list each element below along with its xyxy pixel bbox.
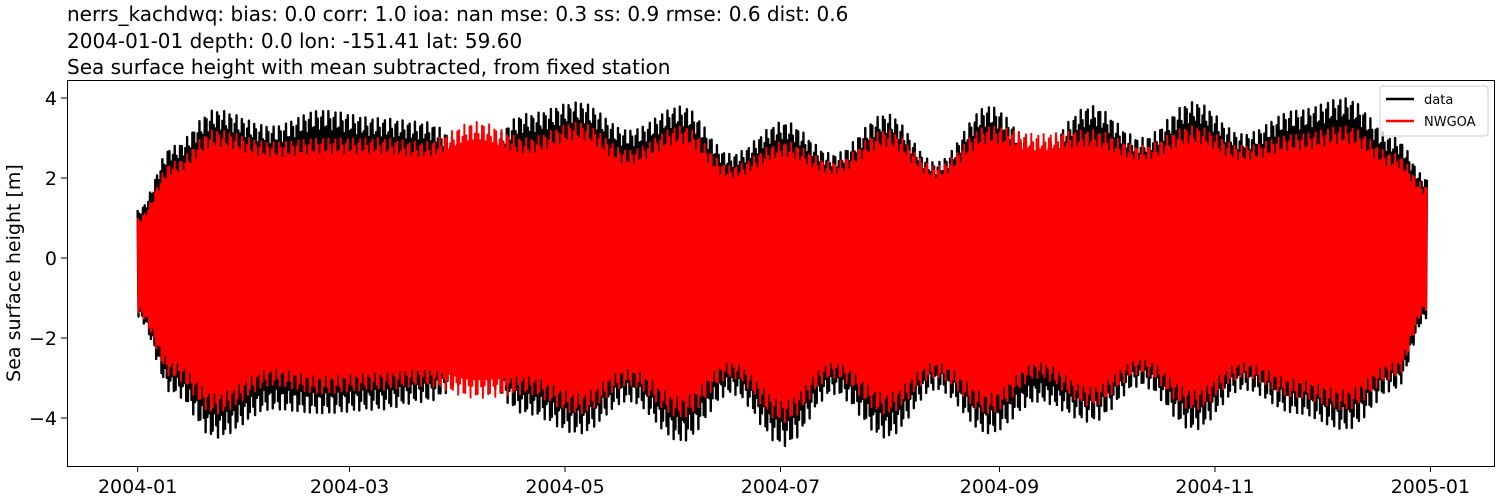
y-tick-label: 0 — [45, 248, 57, 270]
x-tick-label: 2004-03 — [310, 476, 389, 498]
y-axis-label: Sea surface height [m] — [3, 164, 25, 382]
x-axis: 2004-01 2004-03 2004-05 2004-07 2004-09 2004-… — [98, 466, 1470, 498]
legend-label-nwgoa: NWGOA — [1424, 115, 1476, 130]
title-line-stats: nerrs_kachdwq: bias: 0.0 corr: 1.0 ioa: … — [67, 2, 849, 26]
x-tick-label: 2004-11 — [1175, 476, 1254, 498]
y-axis: −4 −2 0 2 4 — [29, 88, 67, 430]
y-tick-label: 4 — [45, 88, 57, 110]
x-tick-label: 2004-05 — [525, 476, 604, 498]
legend-label-data: data — [1424, 93, 1453, 108]
plot-area — [136, 97, 1429, 448]
series-nwgoa-line — [136, 121, 1428, 423]
y-tick-label: 2 — [45, 168, 57, 190]
x-tick-label: 2004-09 — [960, 476, 1039, 498]
x-tick-label: 2005-01 — [1391, 476, 1470, 498]
y-tick-label: −4 — [29, 408, 57, 430]
x-tick-label: 2004-01 — [98, 476, 177, 498]
y-tick-label: −2 — [29, 328, 57, 350]
title-line-location: 2004-01-01 depth: 0.0 lon: -151.41 lat: … — [67, 29, 523, 53]
title-line-description: Sea surface height with mean subtracted,… — [67, 55, 671, 79]
x-tick-label: 2004-07 — [741, 476, 820, 498]
legend: data NWGOA — [1379, 85, 1489, 137]
